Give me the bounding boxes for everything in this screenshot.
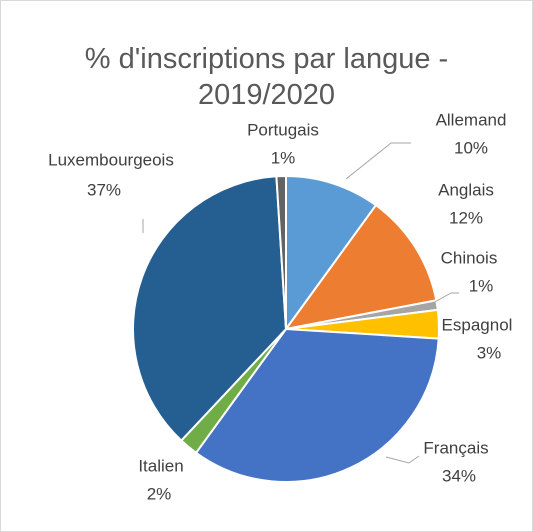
slice-value-label: 1% xyxy=(469,276,494,295)
leader-line xyxy=(345,142,411,180)
slice-label: Allemand xyxy=(436,110,507,129)
slice-value-label: 37% xyxy=(87,180,121,199)
pie-slice xyxy=(275,174,287,330)
pie-slice xyxy=(283,203,438,331)
chart-title: % d'inscriptions par langue - 2019/2020 xyxy=(84,43,449,111)
slice-value-label: 3% xyxy=(477,343,502,362)
slice-label: Anglais xyxy=(438,180,494,199)
slice-label: Français xyxy=(423,438,488,457)
leader-line xyxy=(432,292,459,304)
slice-value-label: 12% xyxy=(449,208,483,227)
slice-label: Italien xyxy=(138,456,183,475)
slice-value-label: 1% xyxy=(271,148,296,167)
slice-label: Portugais xyxy=(247,120,319,139)
pie-slice xyxy=(285,174,378,333)
leader-line xyxy=(385,455,420,464)
pie-slice xyxy=(132,175,288,442)
pie-slice xyxy=(194,327,440,483)
slice-label: Espagnol xyxy=(442,315,513,334)
slice-value-label: 34% xyxy=(442,466,476,485)
slice-value-label: 2% xyxy=(147,484,172,503)
slice-value-label: 10% xyxy=(454,138,488,157)
slice-label: Chinois xyxy=(441,248,498,267)
slice-label: Luxembourgeois xyxy=(48,150,174,169)
